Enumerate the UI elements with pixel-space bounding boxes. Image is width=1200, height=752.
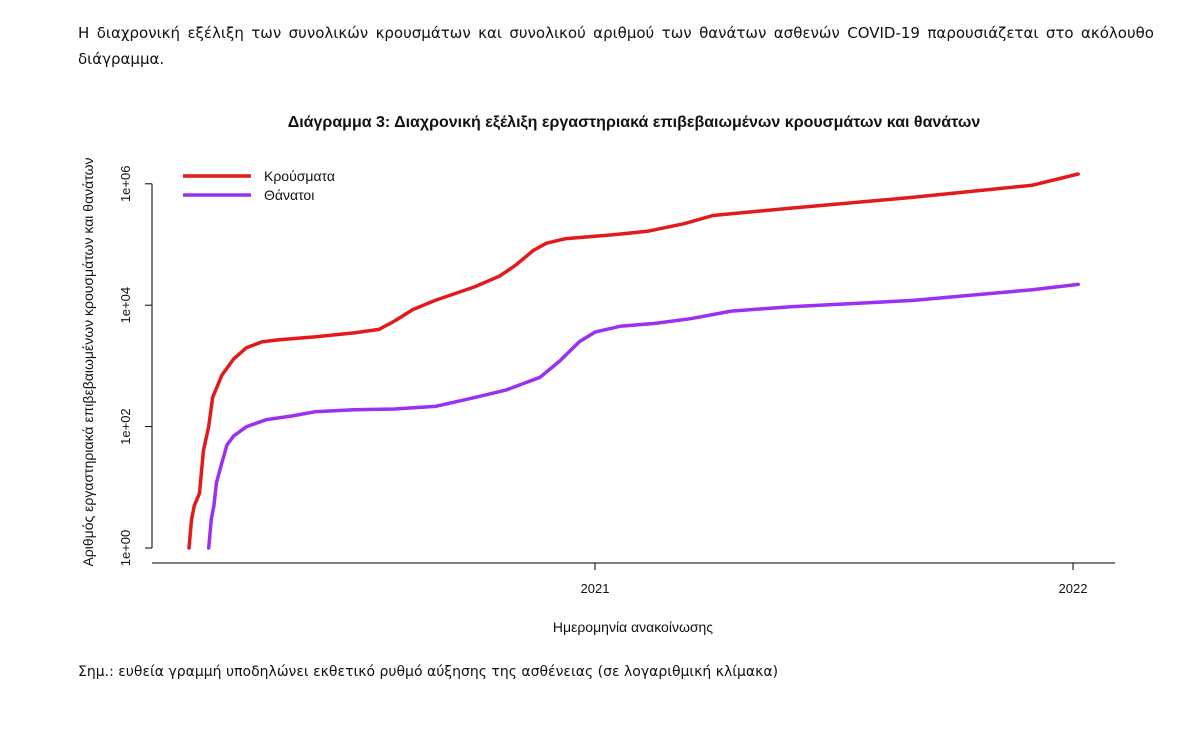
x-tick-label: 2022 [1059, 581, 1088, 596]
footnote: Σημ.: ευθεία γραμμή υποδηλώνει εκθετικό … [78, 664, 779, 680]
series-line [206, 282, 1080, 550]
intro-paragraph: Η διαχρονική εξέλιξη των συνολικών κρουσ… [78, 24, 1154, 68]
x-axis-label: Ημερομηνία ανακοίνωσης [553, 619, 713, 635]
chart-title: Διάγραμμα 3: Διαχρονική εξέλιξη εργαστηρ… [288, 114, 981, 131]
legend-label: Θάνατοι [264, 187, 314, 203]
y-tick-label: 1e+00 [118, 530, 133, 567]
y-tick-label: 1e+04 [118, 287, 133, 324]
series-line [187, 172, 1080, 550]
y-tick-label: 1e+02 [118, 408, 133, 445]
legend: Κρούσματα Θάνατοι [183, 168, 335, 203]
axes: 1e+00 1e+02 1e+04 1e+06 2021 2022 [118, 166, 1115, 596]
legend-label: Κρούσματα [264, 168, 335, 184]
x-tick-label: 2021 [581, 581, 610, 596]
plot-lines [187, 172, 1080, 550]
y-axis-label: Αριθμός εργαστηριακά επιβεβαιωμένων κρου… [80, 157, 96, 566]
y-tick-label: 1e+06 [118, 166, 133, 203]
